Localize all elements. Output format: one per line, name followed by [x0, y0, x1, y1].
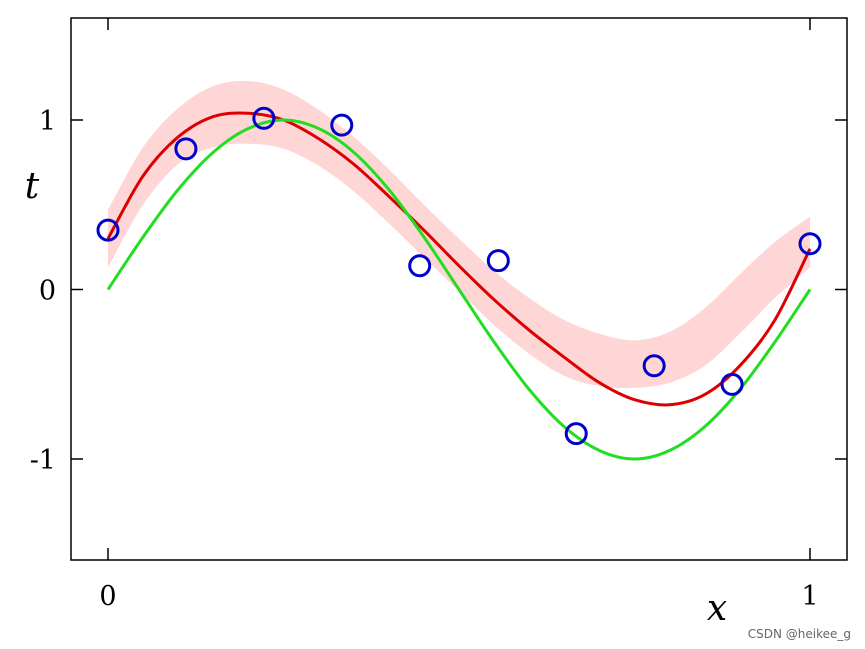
y-axis-label: t — [25, 166, 40, 207]
y-tick-label: -1 — [30, 445, 56, 476]
watermark-text: CSDN @heikee_g — [747, 627, 851, 641]
data-point — [174, 137, 198, 161]
x-axis-label: x — [707, 588, 727, 629]
predictive-mean-line — [106, 111, 812, 407]
data-point-layer — [96, 106, 822, 446]
data-point — [486, 249, 510, 273]
true-function-line — [106, 118, 812, 461]
tick-layer: 0 1 -1 0 1 — [30, 18, 847, 612]
data-point — [642, 354, 666, 378]
data-point — [252, 106, 276, 130]
data-point — [720, 372, 744, 396]
data-point — [408, 254, 432, 278]
data-point — [330, 113, 354, 137]
data-point — [96, 218, 120, 242]
x-tick-label: 1 — [801, 581, 818, 612]
uncertainty-band — [108, 80, 810, 389]
data-point — [564, 422, 588, 446]
predictive-uncertainty-band-layer — [108, 80, 810, 389]
y-tick-label: 1 — [39, 106, 56, 137]
data-point — [798, 232, 822, 256]
y-tick-label: 0 — [39, 276, 56, 307]
curve-layer — [106, 111, 812, 461]
x-tick-label: 0 — [99, 581, 116, 612]
